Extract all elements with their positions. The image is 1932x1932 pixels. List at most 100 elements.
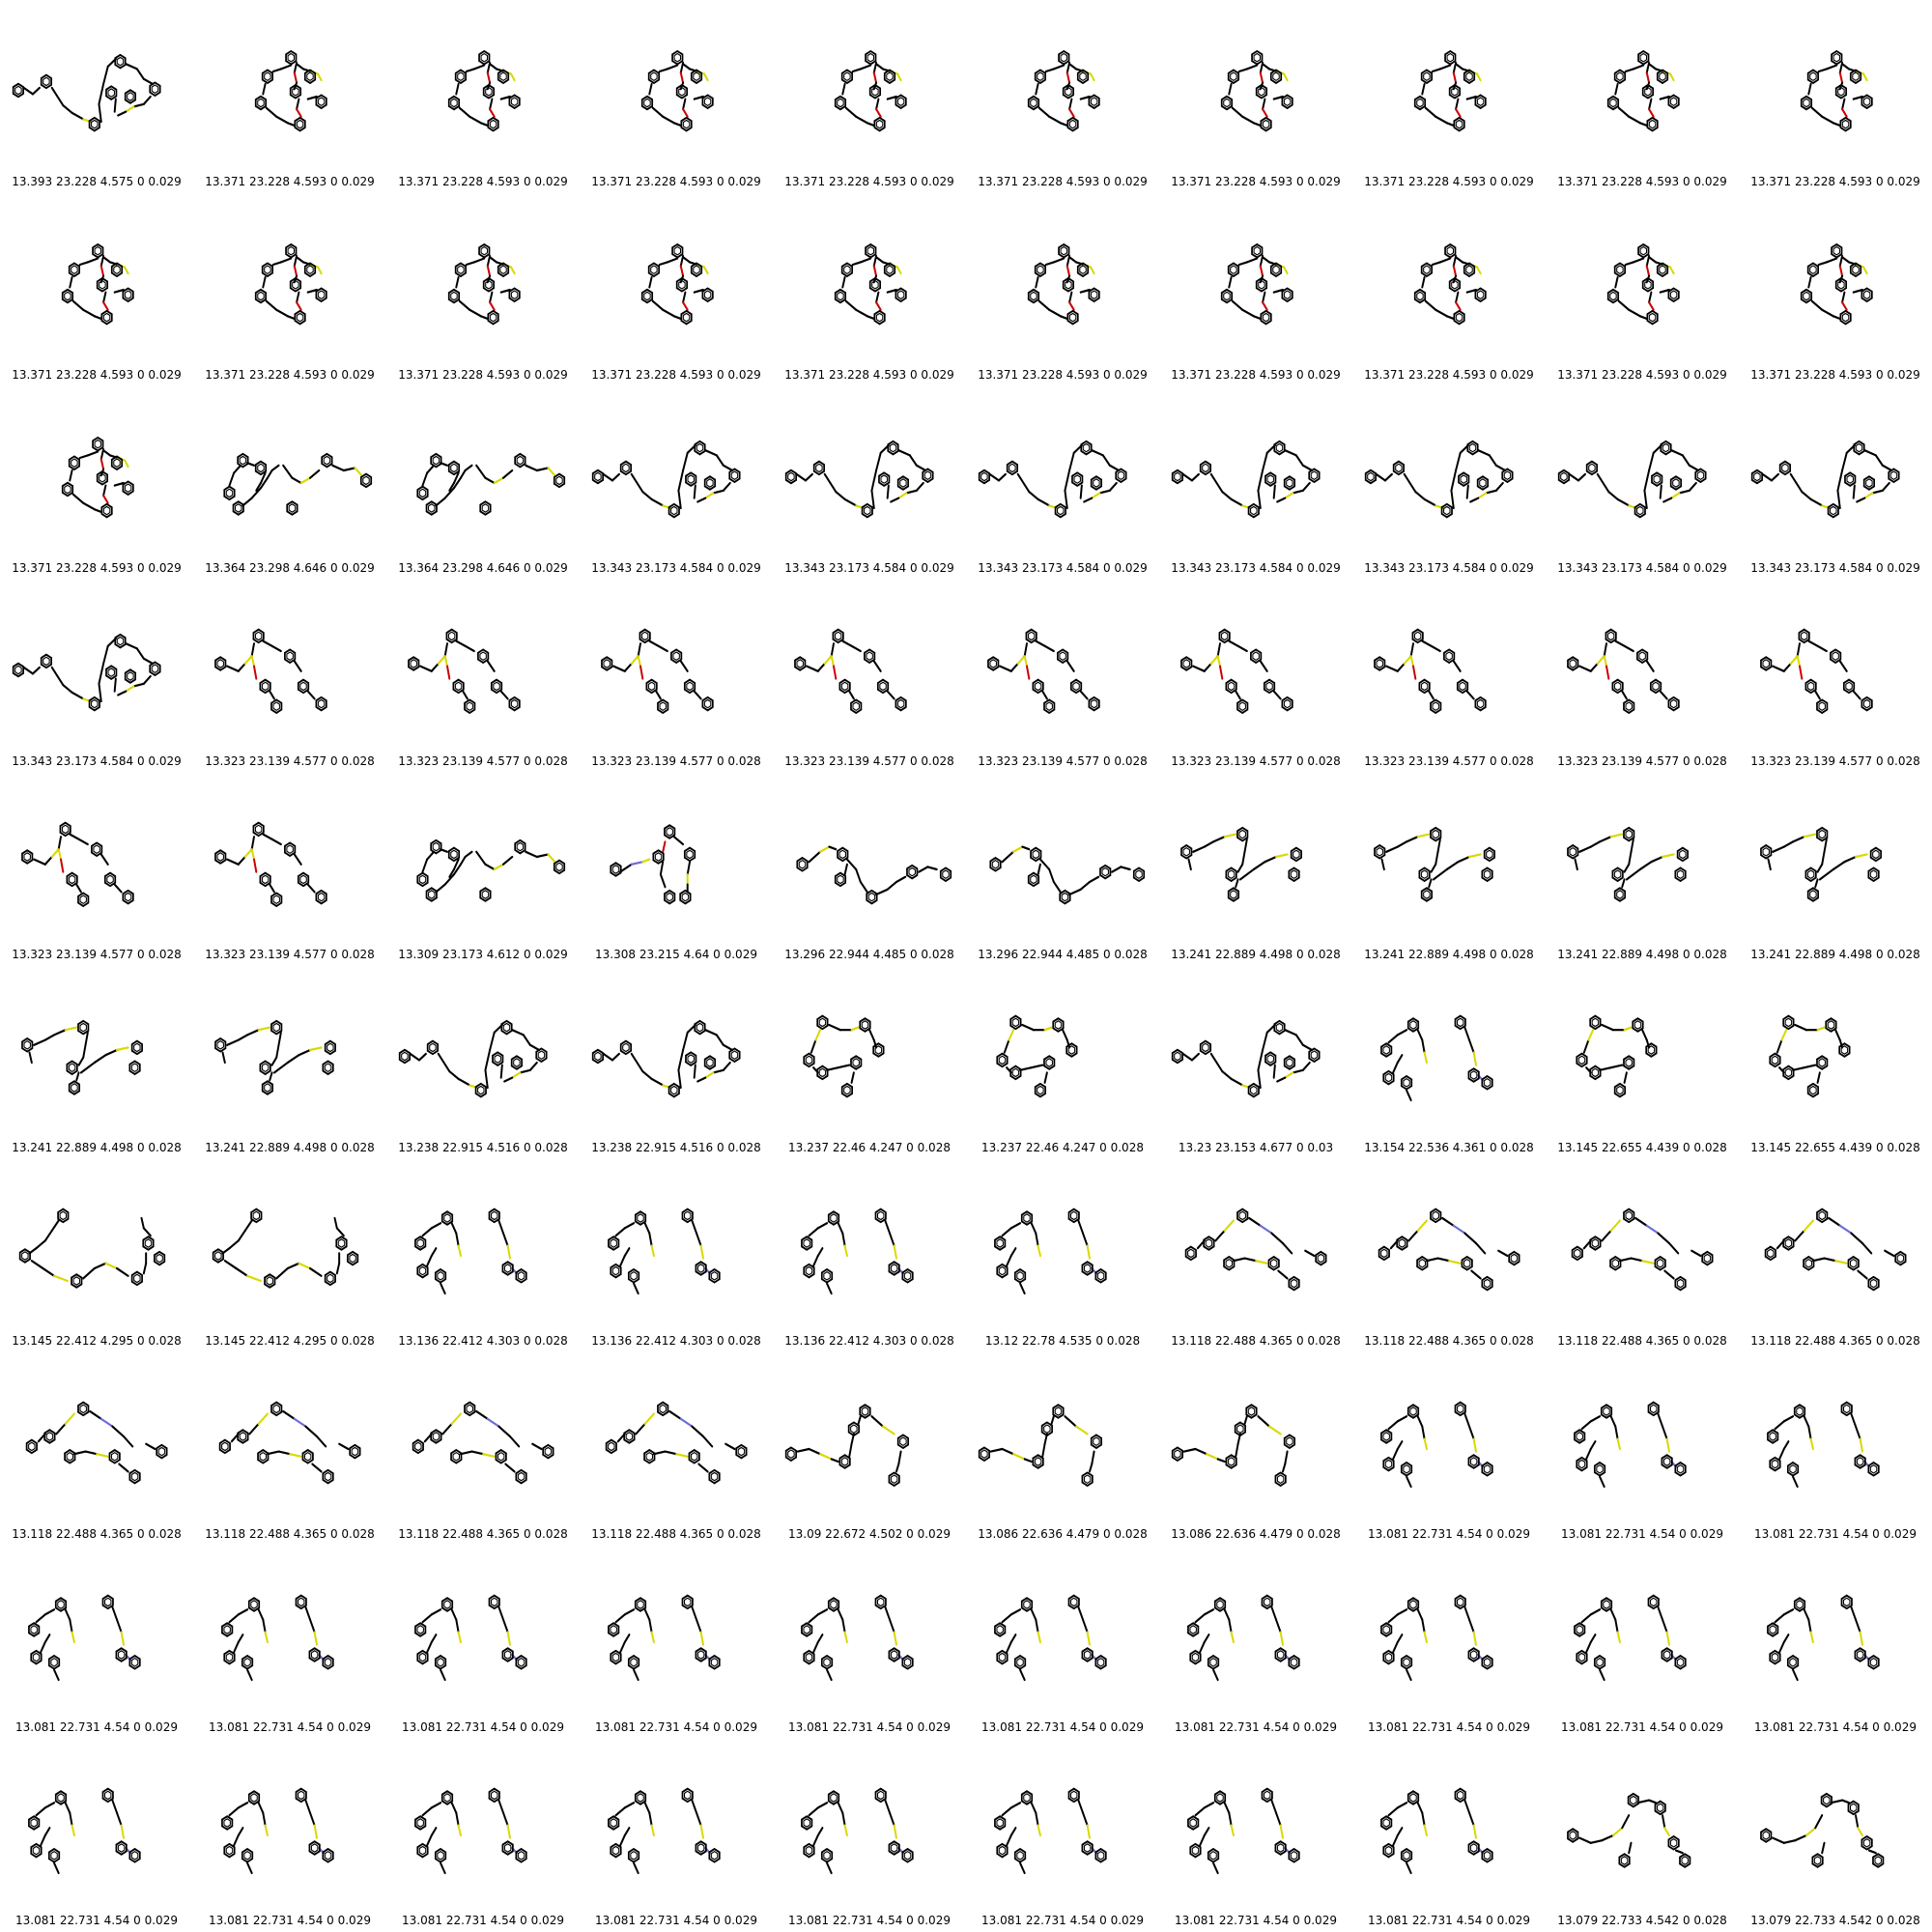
bond bbox=[1101, 454, 1111, 467]
aromatic-bond bbox=[603, 659, 611, 668]
bond bbox=[1681, 454, 1690, 467]
bond bbox=[111, 1605, 118, 1621]
bond bbox=[1412, 665, 1417, 680]
bond bbox=[1396, 1440, 1404, 1451]
aromatic-bond bbox=[696, 442, 704, 453]
bond bbox=[1623, 1026, 1633, 1032]
aromatic-bond bbox=[1862, 97, 1871, 107]
benzene-ring bbox=[840, 262, 854, 278]
benzene-ring bbox=[1576, 1649, 1588, 1665]
bond bbox=[1009, 1634, 1017, 1644]
aromatic-bond bbox=[254, 631, 263, 641]
aromatic-bond bbox=[1616, 265, 1624, 275]
molecule-cell: 13.343 23.173 4.584 0 0.029 bbox=[773, 386, 966, 580]
bond bbox=[643, 1412, 655, 1426]
benzene-ring bbox=[623, 1429, 636, 1444]
benzene-ring bbox=[1264, 471, 1277, 487]
molecule-cell: 13.343 23.173 4.584 0 0.029 bbox=[966, 386, 1159, 580]
bond bbox=[455, 275, 460, 289]
benzene-ring bbox=[1454, 1014, 1466, 1031]
molecule-structure bbox=[591, 440, 741, 519]
molecule-structure bbox=[12, 633, 161, 712]
bond bbox=[1823, 838, 1828, 853]
bond bbox=[1465, 484, 1469, 499]
bond bbox=[309, 1266, 323, 1277]
aromatic-bond bbox=[737, 1446, 746, 1457]
bond bbox=[264, 1824, 269, 1837]
bond bbox=[120, 1824, 125, 1839]
aromatic-bond bbox=[611, 1265, 620, 1276]
benzene-ring bbox=[1854, 1454, 1866, 1469]
aromatic-bond bbox=[837, 98, 844, 108]
bond bbox=[926, 866, 938, 871]
bond bbox=[1423, 1631, 1428, 1644]
bond bbox=[1659, 95, 1670, 100]
bond bbox=[499, 288, 511, 294]
molecule-score-label: 13.154 22.536 4.361 0 0.028 bbox=[1364, 1141, 1534, 1154]
benzene-ring bbox=[553, 859, 566, 875]
molecule-cell: 13.081 22.731 4.54 0 0.029 bbox=[1739, 1352, 1932, 1546]
bond bbox=[270, 838, 282, 846]
aromatic-bond bbox=[1676, 1463, 1685, 1474]
aromatic-bond bbox=[683, 1210, 692, 1221]
aromatic-bond bbox=[1818, 1058, 1826, 1067]
aromatic-bond bbox=[681, 892, 690, 902]
aromatic-bond bbox=[1616, 1085, 1624, 1095]
bond bbox=[1609, 1219, 1621, 1233]
aromatic-bond bbox=[1191, 1845, 1200, 1856]
benzene-ring bbox=[1413, 95, 1427, 111]
bond bbox=[826, 1282, 833, 1295]
benzene-ring bbox=[996, 1263, 1009, 1279]
benzene-ring bbox=[1020, 1790, 1034, 1805]
bond bbox=[1262, 107, 1268, 118]
bond bbox=[237, 1802, 249, 1809]
bond bbox=[458, 299, 471, 311]
bond bbox=[1035, 1618, 1039, 1634]
molecule-drawing bbox=[989, 845, 1146, 905]
bond bbox=[1796, 642, 1801, 658]
benzene-ring bbox=[1613, 887, 1627, 902]
bond bbox=[897, 492, 908, 499]
bond bbox=[1392, 1833, 1399, 1847]
aromatic-bond bbox=[1045, 1058, 1053, 1067]
benzene-ring bbox=[1382, 1456, 1395, 1472]
bond bbox=[850, 1071, 855, 1084]
aromatic-bond bbox=[107, 668, 115, 677]
bond bbox=[1599, 1668, 1605, 1682]
bond bbox=[1216, 655, 1221, 668]
benzene-ring bbox=[1062, 276, 1075, 293]
benzene-ring bbox=[1816, 698, 1829, 715]
benzene-ring bbox=[1869, 846, 1882, 863]
bond bbox=[1807, 82, 1812, 96]
bond bbox=[612, 665, 626, 672]
bond bbox=[1023, 655, 1028, 668]
benzene-ring bbox=[68, 455, 81, 471]
molecule-cell: 13.237 22.46 4.247 0 0.028 bbox=[966, 966, 1159, 1159]
bond bbox=[1270, 1605, 1277, 1621]
bond bbox=[1856, 497, 1866, 503]
benzene-ring bbox=[619, 1039, 633, 1056]
bond bbox=[1632, 64, 1645, 71]
aromatic-bond bbox=[1809, 1085, 1817, 1095]
benzene-ring bbox=[1382, 1069, 1395, 1086]
bond bbox=[452, 471, 460, 485]
benzene-ring bbox=[865, 49, 877, 66]
benzene-ring bbox=[1444, 49, 1457, 66]
bond bbox=[286, 122, 296, 128]
bond bbox=[499, 690, 509, 700]
molecule-drawing bbox=[1374, 628, 1487, 715]
benzene-ring bbox=[639, 628, 651, 644]
benzene-ring bbox=[1853, 440, 1865, 456]
benzene-ring bbox=[61, 288, 74, 304]
bond bbox=[1804, 1827, 1817, 1837]
benzene-ring bbox=[1218, 628, 1231, 644]
bond bbox=[866, 315, 875, 321]
aromatic-bond bbox=[489, 312, 497, 323]
aromatic-bond bbox=[1865, 478, 1873, 488]
bond bbox=[502, 1811, 509, 1827]
bond bbox=[1859, 1437, 1863, 1453]
aromatic-bond bbox=[1503, 470, 1512, 481]
bond bbox=[679, 254, 685, 268]
molecule-structure bbox=[1027, 242, 1100, 326]
benzene-ring bbox=[1032, 678, 1044, 695]
